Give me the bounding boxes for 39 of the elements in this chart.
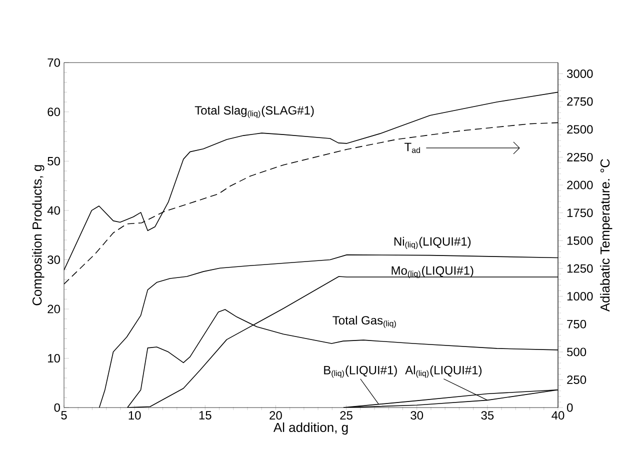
y2-tick-label: 500 <box>567 348 586 356</box>
y2-tick-label: 0 <box>567 403 573 412</box>
y-tick-label: 40 <box>47 206 60 215</box>
x-axis-title: Al addition, g <box>273 422 348 435</box>
y2-tick-label: 2500 <box>567 125 593 134</box>
y-tick-label: 70 <box>48 58 60 67</box>
y-tick-label: 30 <box>48 255 60 264</box>
y2-tick-label: 250 <box>567 376 586 384</box>
series-label: Total Gas$_{(liq)}$ <box>332 316 396 328</box>
x-tick-label: 30 <box>410 411 424 420</box>
y2-tick-label: 2000 <box>567 180 593 190</box>
y2-axis-title: Adiabatic Temperature. °C <box>600 159 612 312</box>
y2-tick-label: 750 <box>567 320 586 328</box>
y-tick-label: 20 <box>48 304 60 314</box>
x-tick-label: 15 <box>199 411 212 420</box>
y-tick-label: 0 <box>54 403 60 412</box>
y2-tick-label: 1500 <box>567 236 593 245</box>
y2-tick-label: 2750 <box>567 97 593 106</box>
x-tick-label: 25 <box>340 411 352 420</box>
series-label: Total Slag$_{(liq)}$(SLAG#1) <box>194 106 314 118</box>
y2-tick-label: 1250 <box>567 264 593 273</box>
series-label: Mo$_{(liq)}$(LIQUI#1) <box>392 266 474 278</box>
y2-tick-label: 1000 <box>567 292 593 301</box>
x-tick-label: 10 <box>128 411 141 420</box>
text: B$_{(liq)}$(LIQUI#1) <box>324 366 397 378</box>
series-label: T$_{ad}$ <box>404 142 420 154</box>
x-tick-label: 40 <box>552 411 564 420</box>
y2-tick-label: 1750 <box>567 208 593 218</box>
x-tick-label: 20 <box>270 411 282 420</box>
x-tick-label: 5 <box>61 411 67 420</box>
y-tick-label: 10 <box>48 354 60 363</box>
series-label: Ni$_{(liq)}$(LIQUI#1) <box>394 236 471 250</box>
y-tick-label: 50 <box>48 156 60 166</box>
y2-tick-label: 3000 <box>566 69 593 78</box>
y-axis-title: Composition Products, g <box>32 165 44 306</box>
y2-tick-label: 2250 <box>567 152 593 162</box>
y-tick-label: 60 <box>48 108 60 116</box>
series-label: Al$_{(liq)}$(LIQUI#1) <box>405 366 482 378</box>
x-tick-label: 35 <box>481 411 494 420</box>
